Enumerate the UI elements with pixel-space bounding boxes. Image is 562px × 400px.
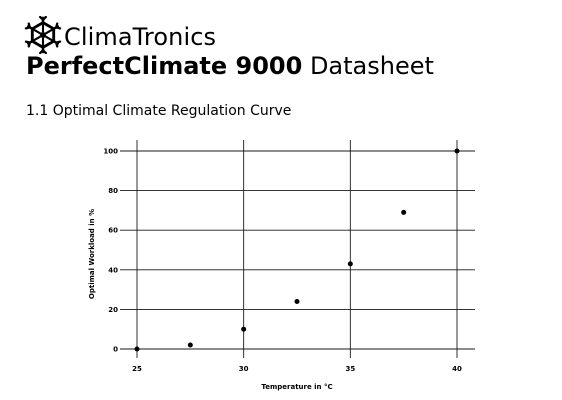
y-tick-label: 0 <box>113 346 118 354</box>
y-tick-label: 60 <box>108 227 118 235</box>
x-tick-label: 40 <box>452 365 462 373</box>
section-heading: 1.1 Optimal Climate Regulation Curve <box>26 103 292 119</box>
page-title: PerfectClimate 9000 Datasheet <box>26 49 434 83</box>
data-point <box>347 261 353 267</box>
data-point <box>187 342 193 348</box>
y-tick-label: 80 <box>108 187 118 195</box>
x-tick-label: 25 <box>132 365 142 373</box>
page-title-suffix: Datasheet <box>309 52 434 80</box>
data-point <box>241 326 247 332</box>
y-tick-label: 20 <box>108 306 118 314</box>
data-point <box>134 346 140 352</box>
data-point <box>294 298 300 304</box>
x-tick-label: 30 <box>239 365 249 373</box>
chart-grid <box>120 140 475 358</box>
data-point <box>401 209 407 215</box>
brand-header: ClimaTronics <box>24 15 216 55</box>
x-axis-ticks: 25 30 35 40 <box>132 365 462 373</box>
y-tick-label: 100 <box>103 148 118 156</box>
snowflake-icon <box>24 16 62 54</box>
y-axis-label: Optimal Workload in % <box>88 209 96 299</box>
chart-points <box>134 148 460 352</box>
page-title-product: PerfectClimate 9000 <box>26 52 303 80</box>
data-point <box>454 148 460 154</box>
y-tick-label: 40 <box>108 266 118 274</box>
x-tick-label: 35 <box>345 365 355 373</box>
x-axis-label: Temperature in °C <box>261 383 332 391</box>
y-axis-ticks: 0 20 40 60 80 100 <box>103 148 118 354</box>
brand-name: ClimaTronics <box>64 23 217 51</box>
